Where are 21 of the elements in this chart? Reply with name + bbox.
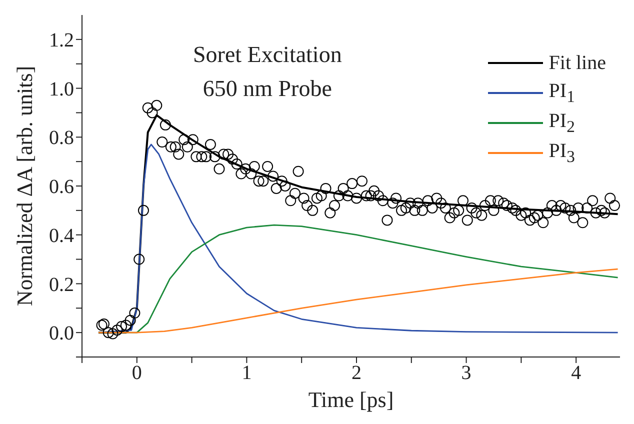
legend-label: PI$_{1}$: [548, 80, 575, 106]
y-tick-label: 0.4: [49, 224, 74, 247]
y-axis-title: Normalized ΔA [arb. units]: [12, 66, 37, 306]
legend-label: PI$_{3}$: [548, 140, 575, 166]
x-tick-label: 4: [571, 362, 582, 384]
y-tick-label: 0.2: [49, 274, 74, 296]
x-tick-label: 0: [132, 362, 142, 384]
y-tick-label: 1.2: [49, 30, 74, 52]
legend-label: PI$_{2}$: [548, 110, 575, 136]
legend-label: Fit line: [548, 52, 606, 74]
x-tick-label: 1: [242, 362, 252, 384]
y-tick-label: 0.0: [49, 322, 74, 345]
y-tick-label: 1.0: [49, 78, 74, 100]
x-tick-label: 2: [351, 362, 362, 384]
x-axis-title: Time [ps]: [308, 387, 394, 412]
y-tick-label: 0.6: [49, 176, 74, 198]
line-series: [98, 268, 619, 334]
y-tick-label: 0.8: [49, 127, 74, 150]
annotation: Soret Excitation: [193, 41, 342, 69]
annotation: 650 nm Probe: [202, 75, 333, 103]
x-tick-label: 3: [461, 362, 472, 384]
